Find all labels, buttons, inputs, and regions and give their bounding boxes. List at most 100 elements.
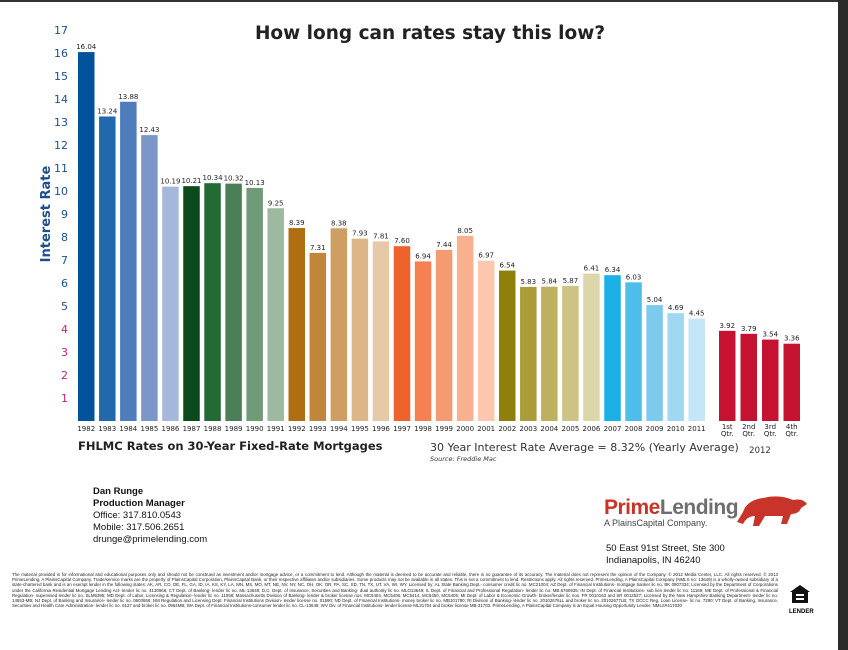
bar-1985: [141, 135, 158, 422]
bar-value-label: 16.04: [76, 43, 97, 51]
bar-value-label: 5.87: [563, 277, 579, 285]
bar-value-label: 10.34: [203, 174, 224, 182]
bar-value-label: 6.41: [584, 265, 600, 273]
quarters-year: 2012: [749, 446, 771, 456]
chart-subtitle: FHLMC Rates on 30-Year Fixed-Rate Mortga…: [78, 439, 383, 453]
contact-block: Dan Runge Production Manager Office: 317…: [93, 486, 207, 546]
y-tick-label: 9: [61, 208, 68, 221]
x-tick-label: 1987: [183, 425, 201, 433]
bar-value-label: 6.03: [626, 273, 642, 281]
y-tick-label: 5: [61, 300, 68, 313]
window-edge: [838, 0, 848, 650]
bars: 16.04 1982 13.24 1983 13.88 1984 12.43 1985 10.1…: [76, 43, 800, 438]
chart-title: How long can rates stay this low?: [255, 23, 605, 44]
x-tick-label: Qtr.: [764, 430, 777, 438]
legal-disclaimer: The material provided is for information…: [12, 572, 778, 609]
x-tick-label: 2002: [498, 425, 516, 433]
x-tick-label: 1982: [77, 425, 95, 433]
address-block: 50 East 91st Street, Ste 300 Indianapoli…: [606, 543, 725, 567]
contact-office: Office: 317.810.0543: [93, 510, 182, 521]
y-tick-label: 16: [54, 47, 68, 60]
bar-value-label: 3.36: [784, 335, 800, 343]
bar-2001: [477, 260, 495, 421]
x-tick-label: 2001: [477, 425, 495, 433]
bar-2012-q4: [783, 343, 800, 421]
bar-2000: [456, 235, 474, 421]
bar-2012-q3: [762, 339, 779, 421]
x-tick-label: 1991: [267, 425, 285, 433]
logo-prime: Prime: [604, 496, 660, 519]
y-tick-label: 7: [61, 254, 68, 267]
bar-value-label: 4.69: [668, 304, 684, 312]
x-tick-label: 2007: [604, 425, 622, 433]
bar-2006: [583, 273, 600, 421]
interest-rate-chart: How long can rates stay this low? Intere…: [39, 23, 800, 463]
x-tick-label: 2008: [625, 425, 643, 433]
x-tick-label: 1995: [351, 425, 369, 433]
x-tick-label: 2005: [561, 425, 579, 433]
y-tick-label: 12: [54, 139, 68, 152]
contact-mobile: Mobile: 317.506.2651: [93, 522, 185, 533]
bar-2009: [646, 305, 663, 421]
bar-1984: [120, 101, 137, 421]
contact-name: Dan Runge: [93, 486, 144, 497]
bar-value-label: 8.05: [457, 227, 473, 235]
x-tick-label: 2nd: [742, 423, 755, 431]
y-tick-label: 14: [54, 93, 68, 106]
bar-value-label: 10.32: [224, 175, 244, 183]
y-tick-label: 1: [61, 392, 68, 405]
bar-2002: [499, 270, 516, 421]
bar-1999: [435, 249, 453, 421]
bar-value-label: 5.83: [521, 278, 537, 286]
bar-value-label: 7.81: [373, 232, 389, 240]
bar-2012-q1: [719, 330, 736, 421]
bar-value-label: 3.79: [741, 325, 757, 333]
source-note: Source: Freddie Mac: [430, 455, 497, 463]
x-tick-label: 1997: [393, 425, 411, 433]
bar-value-label: 13.88: [118, 93, 138, 101]
contact-email[interactable]: drunge@primelending.com: [93, 534, 208, 545]
x-tick-label: 2004: [540, 425, 558, 433]
y-axis-label: Interest Rate: [39, 166, 54, 263]
bar-value-label: 7.93: [352, 230, 368, 238]
x-tick-label: 1989: [225, 425, 243, 433]
bar-value-label: 4.45: [689, 310, 705, 318]
bar-value-label: 6.97: [478, 252, 494, 260]
x-tick-label: Qtr.: [721, 430, 734, 438]
x-tick-label: 3rd: [764, 423, 776, 431]
bar-value-label: 13.24: [97, 107, 118, 115]
logo-brand: PrimeLending: [604, 496, 739, 520]
bar-value-label: 12.43: [139, 126, 159, 134]
y-tick-label: 8: [61, 231, 68, 244]
x-tick-label: 1996: [372, 425, 390, 433]
bar-value-label: 6.94: [415, 252, 431, 260]
x-tick-label: 2009: [646, 425, 664, 433]
bar-value-label: 8.38: [331, 219, 347, 227]
bar-value-label: 3.54: [762, 331, 778, 339]
x-tick-label: 2011: [688, 425, 706, 433]
bar-value-label: 5.04: [647, 296, 663, 304]
logo-tagline: A PlainsCapital Company.: [604, 518, 708, 528]
bar-1991: [267, 208, 284, 421]
bar-value-label: 7.60: [394, 237, 410, 245]
average-note: 30 Year Interest Rate Average = 8.32% (Y…: [430, 441, 739, 454]
x-tick-label: 1983: [98, 425, 116, 433]
x-tick-label: 1986: [162, 425, 180, 433]
x-tick-label: 1988: [204, 425, 222, 433]
x-tick-label: 1999: [435, 425, 453, 433]
x-tick-label: 2000: [456, 425, 474, 433]
bar-1987: [183, 186, 200, 421]
bar-1994: [330, 228, 348, 421]
x-tick-label: 1990: [246, 425, 264, 433]
bar-value-label: 10.13: [245, 179, 265, 187]
address-line1: 50 East 91st Street, Ste 300: [606, 543, 725, 554]
bar-value-label: 10.19: [160, 178, 180, 186]
bar-1998: [414, 261, 432, 421]
y-tick-label: 11: [54, 162, 68, 175]
y-tick-label: 3: [61, 346, 68, 359]
x-tick-label: 2010: [667, 425, 685, 433]
x-tick-label: 1992: [288, 425, 306, 433]
bar-1988: [204, 183, 221, 421]
bar-2003: [520, 286, 537, 421]
